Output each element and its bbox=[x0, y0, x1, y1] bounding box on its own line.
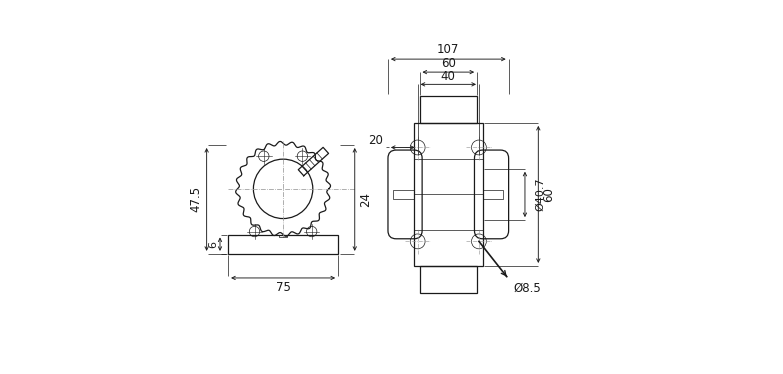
Bar bbox=[420, 266, 477, 292]
Text: 40: 40 bbox=[441, 70, 456, 83]
Text: 20: 20 bbox=[368, 134, 383, 147]
Text: 60: 60 bbox=[441, 57, 456, 70]
Text: Ø8.5: Ø8.5 bbox=[514, 281, 541, 294]
Text: 75: 75 bbox=[276, 281, 290, 294]
Text: 24: 24 bbox=[359, 192, 373, 207]
Text: 6: 6 bbox=[208, 240, 218, 248]
Text: 107: 107 bbox=[437, 43, 460, 56]
Bar bbox=[228, 234, 338, 254]
Text: 47.5: 47.5 bbox=[189, 186, 202, 212]
Bar bbox=[482, 190, 503, 199]
Bar bbox=[393, 190, 414, 199]
Bar bbox=[420, 96, 477, 123]
Text: Ø40.7: Ø40.7 bbox=[535, 178, 545, 211]
Text: 60: 60 bbox=[542, 187, 555, 202]
Bar bbox=[414, 123, 482, 266]
